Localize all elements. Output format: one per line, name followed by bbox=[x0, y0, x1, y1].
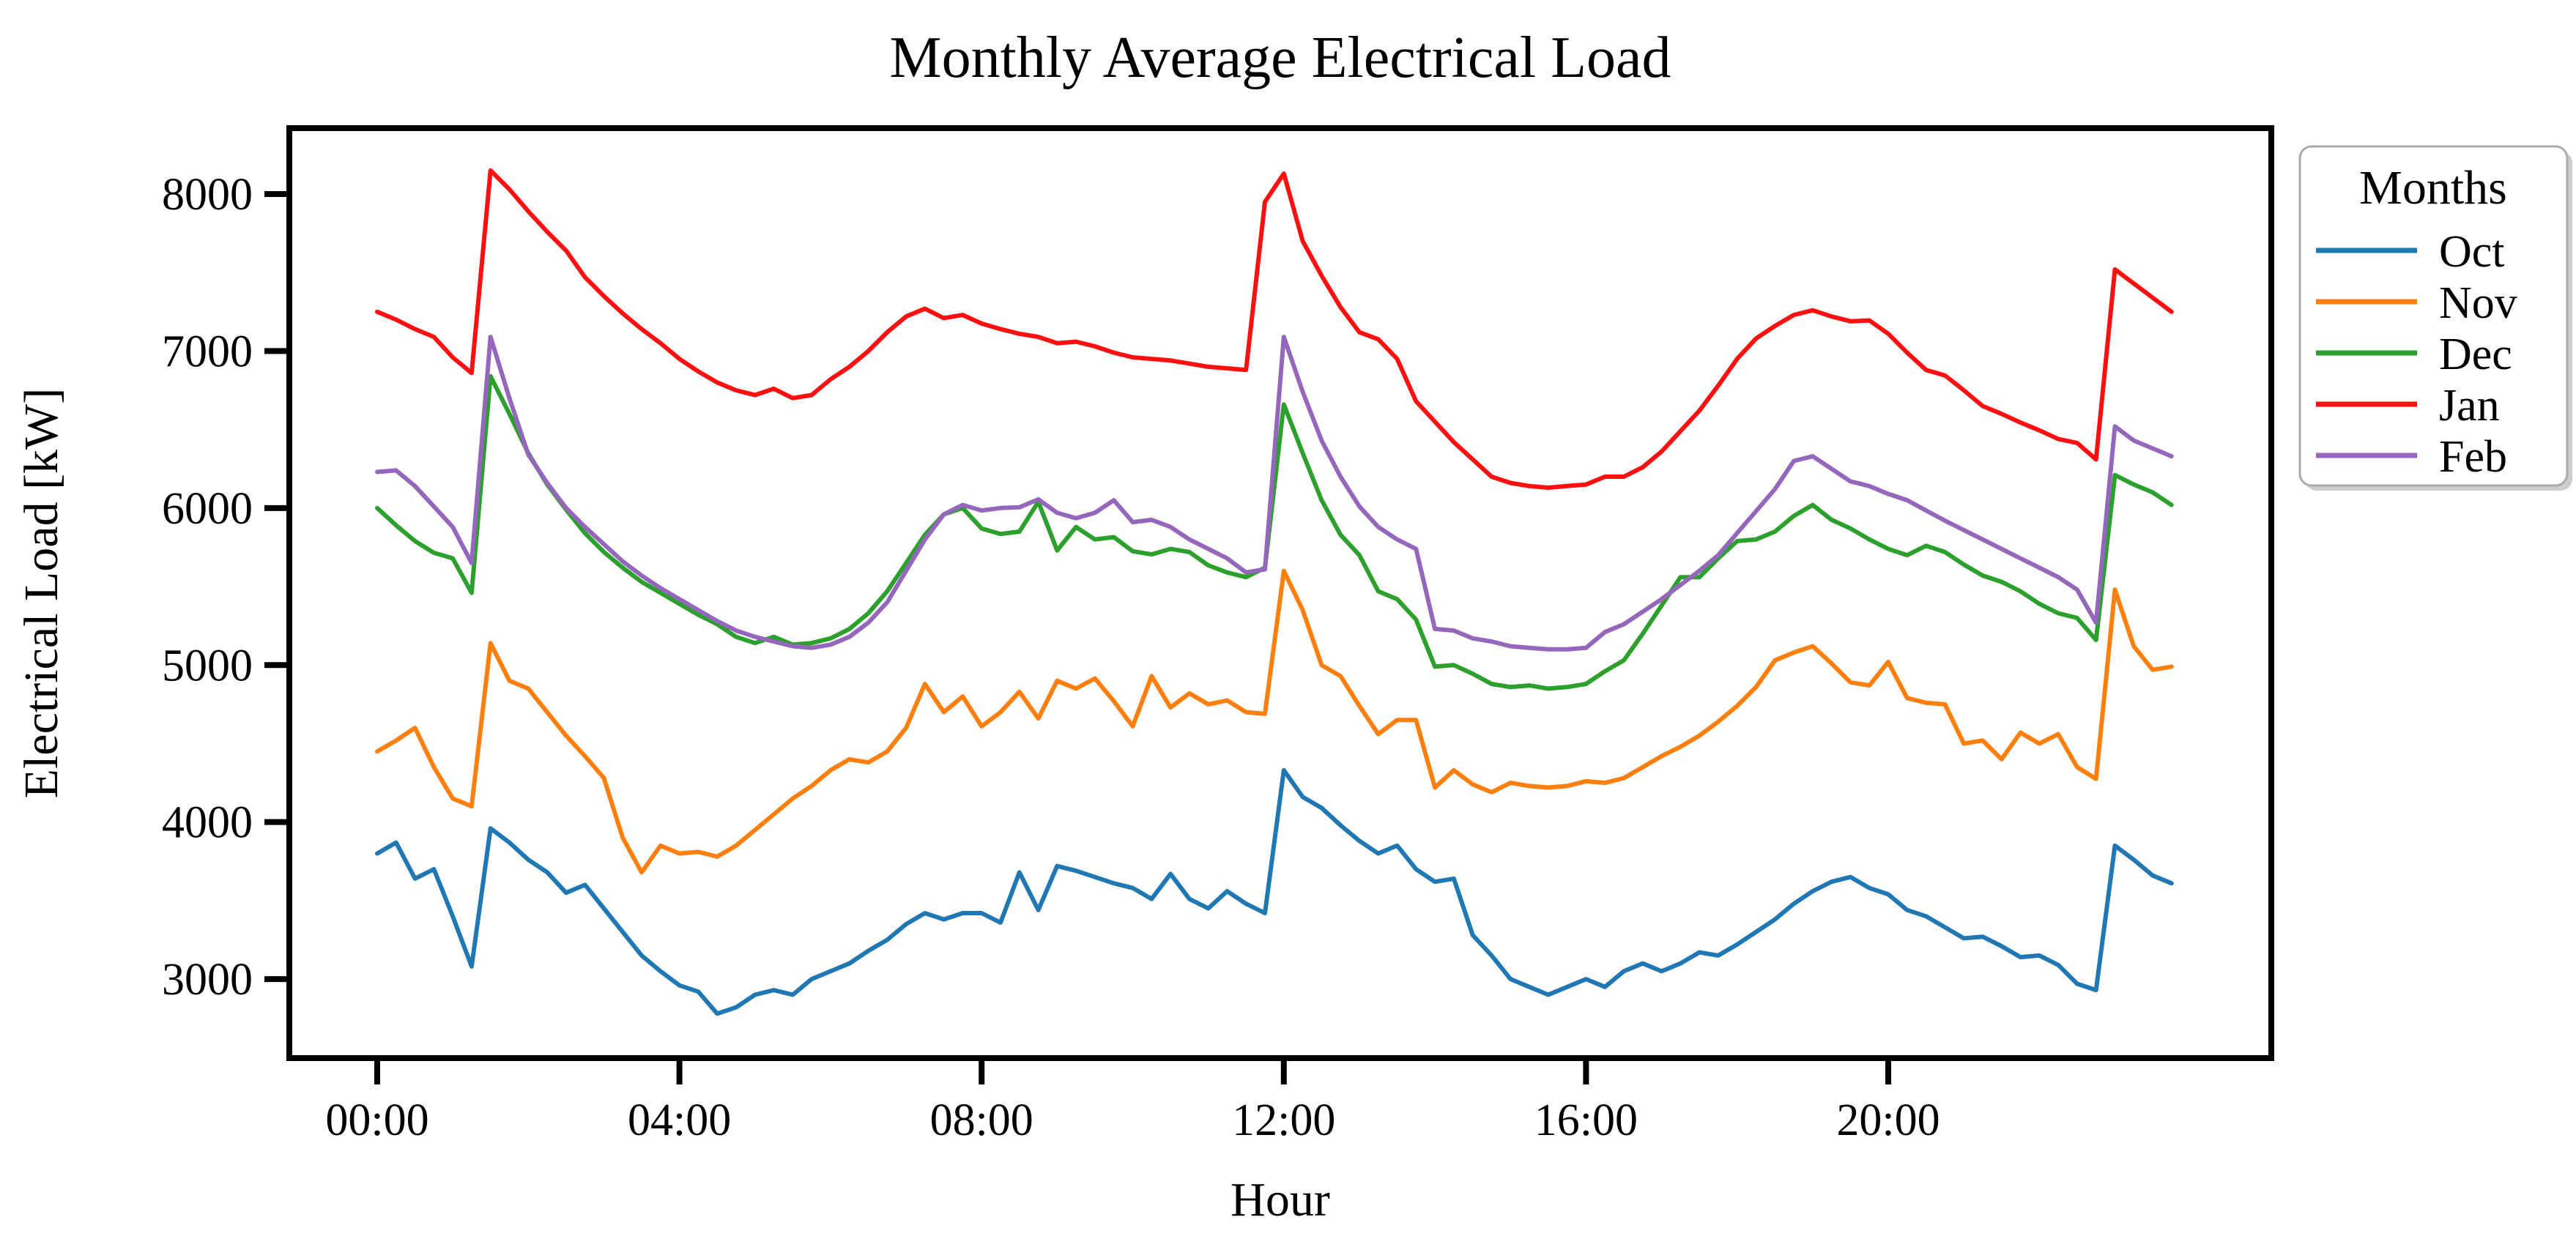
y-tick-label: 8000 bbox=[162, 170, 253, 220]
series-line-feb bbox=[375, 335, 2174, 652]
series-line-oct bbox=[375, 767, 2174, 1016]
legend-box bbox=[2298, 145, 2569, 487]
series-line-dec bbox=[375, 373, 2174, 691]
series-line-nov bbox=[375, 568, 2174, 875]
y-axis-label: Electrical Load [kW] bbox=[15, 388, 68, 799]
x-tick-label: 08:00 bbox=[930, 1095, 1033, 1145]
legend-label-oct: Oct bbox=[2439, 227, 2505, 277]
legend-title: Months bbox=[2359, 161, 2507, 215]
y-tick-label: 4000 bbox=[162, 798, 253, 848]
plot-frame bbox=[286, 125, 2274, 1061]
legend-label-dec: Dec bbox=[2439, 330, 2512, 379]
legend-label-feb: Feb bbox=[2439, 432, 2507, 482]
x-tick-label: 20:00 bbox=[1836, 1095, 1940, 1145]
legend-label-jan: Jan bbox=[2439, 381, 2500, 431]
x-tick-label: 04:00 bbox=[628, 1095, 731, 1145]
legend-label-nov: Nov bbox=[2439, 278, 2517, 328]
series-line-jan bbox=[375, 168, 2174, 490]
y-tick-label: 7000 bbox=[162, 327, 253, 376]
y-tick-label: 6000 bbox=[162, 484, 253, 534]
y-tick-label: 5000 bbox=[162, 641, 253, 691]
x-tick-label: 00:00 bbox=[325, 1095, 428, 1145]
chart-title: Monthly Average Electrical Load bbox=[890, 26, 1671, 90]
series-lines bbox=[375, 168, 2174, 1016]
axis-ticks: 00:00 04:00 08:00 12:00 16:00 20:00 3000 4000 50… bbox=[162, 170, 1940, 1145]
x-tick-label: 12:00 bbox=[1232, 1095, 1335, 1145]
x-axis-label: Hour bbox=[1231, 1173, 1330, 1227]
x-tick-label: 16:00 bbox=[1534, 1095, 1638, 1145]
y-tick-label: 3000 bbox=[162, 955, 253, 1005]
